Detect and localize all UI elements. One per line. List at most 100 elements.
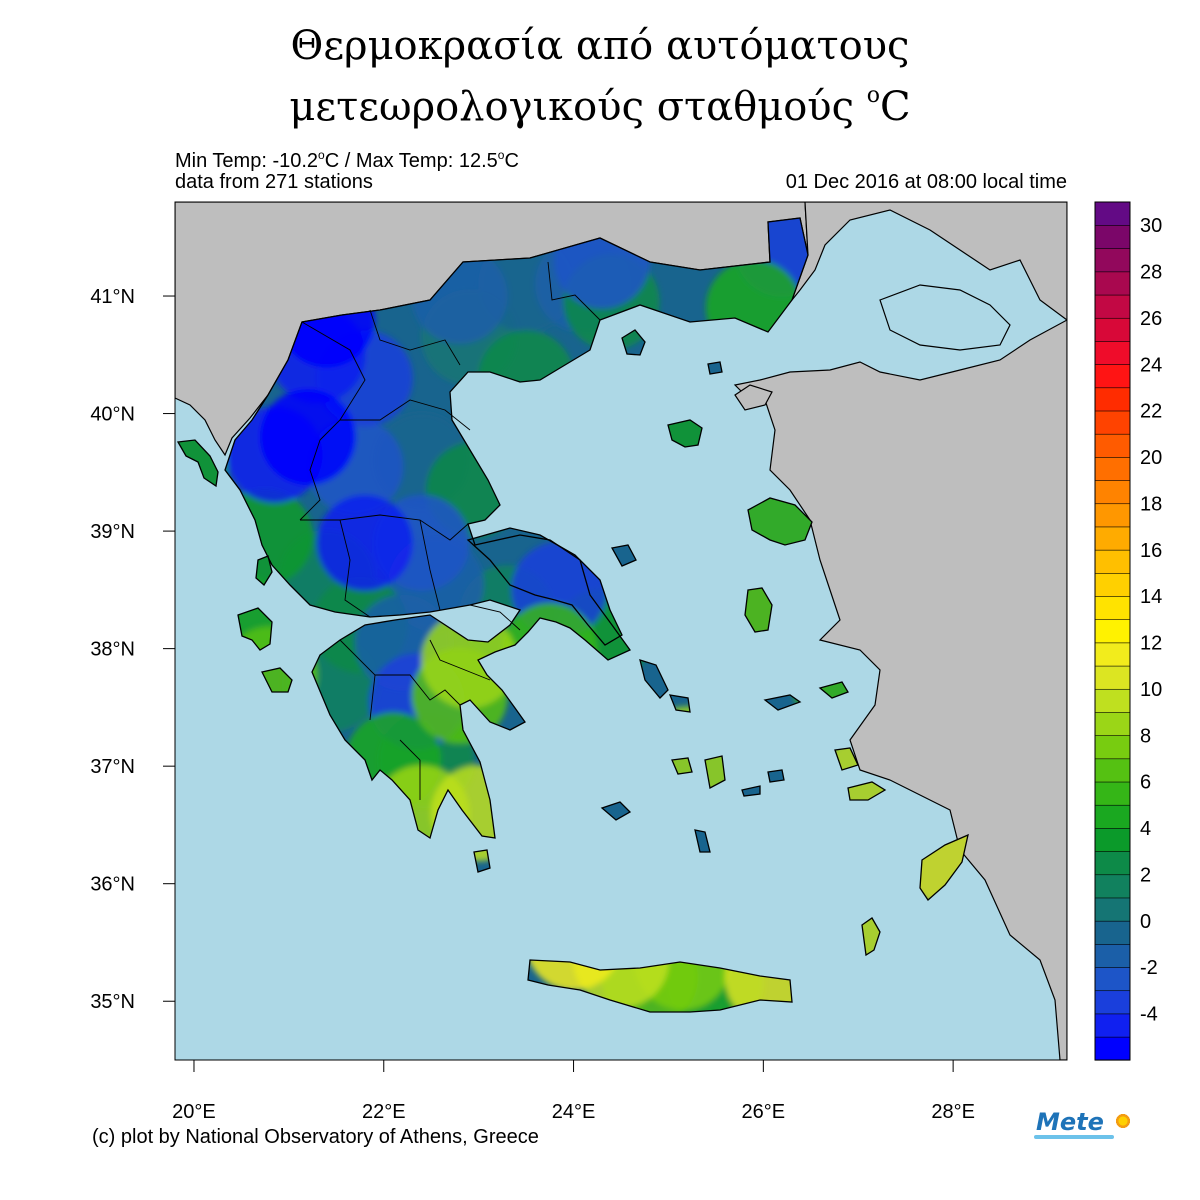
lat-tick-label: 35°N [90,991,135,1013]
colorbar-tick-label: -4 [1140,1004,1158,1026]
lon-tick-label: 24°E [552,1101,596,1123]
colorbar-segment [1094,410,1131,435]
boundary-arcadia [375,674,461,706]
colorbar-tick-label: 14 [1140,586,1162,608]
colorbar-tick-label: 8 [1140,725,1151,747]
colorbar-tick-label: 6 [1140,772,1151,794]
stats-degree-1: o [318,148,325,162]
colorbar-tick-label: 24 [1140,354,1162,376]
map-title-line1: Θερμοκρασία από αυτόματους [290,23,910,69]
colorbar-tick-label: 16 [1140,540,1162,562]
colorbar-segment [1094,1036,1131,1061]
boundary-thessaly-central-greece [300,514,469,541]
colorbar-segment [1094,549,1131,574]
colorbar-segment [1094,665,1131,690]
colorbar-tick-label: -2 [1140,957,1158,979]
stats-degree-2: o [497,148,505,162]
colorbar-segment [1094,387,1131,412]
colorbar-tick-label: 18 [1140,493,1162,515]
land-anatolia [733,319,1067,1060]
title-degree-symbol: o [866,83,880,108]
colorbar-segment [1094,897,1131,922]
colorbar-segment [1094,294,1131,319]
colorbar-tick-label: 20 [1140,447,1162,469]
colorbar-segment [1094,224,1131,249]
colorbar-segment [1094,572,1131,597]
colorbar-segment [1094,1013,1131,1038]
colorbar-segment [1094,317,1131,342]
observation-datetime: 01 Dec 2016 at 08:00 local time [785,171,1067,193]
neighbor-countries [175,202,1067,1060]
plot-credit: (c) plot by National Observatory of Athe… [92,1126,539,1148]
temperature-stats: Min Temp: -10.2oC / Max Temp: 12.5oC [175,143,519,173]
colorbar-segment [1094,595,1131,621]
map-frame [174,201,1068,1061]
station-count: data from 271 stations [175,171,373,193]
colorbar-segment [1094,827,1131,852]
colorbar-tick-label: 4 [1140,818,1151,840]
map-title-line2-text: μετεωρολογικούς σταθμούς [289,84,867,130]
lat-tick-label: 39°N [90,521,135,543]
lat-tick-label: 38°N [90,639,135,661]
lat-tick-label: 36°N [90,874,135,896]
stats-max: C / Max Temp: 12.5 [324,150,498,172]
lon-tick-label: 26°E [742,1101,786,1123]
boundary-argolida [429,639,491,681]
boundary-messinia [399,739,421,800]
lon-tick-label: 20°E [172,1101,216,1123]
boundary-east-west-macedonia [369,309,461,366]
colorbar-segment [1094,503,1131,528]
colorbar-segment [1094,456,1131,481]
colorbar-segment [1094,850,1131,876]
colorbar-segment [1094,920,1131,945]
lat-tick-label: 40°N [90,404,135,426]
colorbar-segment [1094,943,1131,968]
colorbar-frame [1094,201,1131,1061]
longitude-ticks: 20°E 22°E 24°E 26°E 28°E [172,1060,975,1123]
colorbar-tick-label: 2 [1140,864,1151,886]
boundary-epirus-macedonia [301,321,366,441]
colorbar-segment [1094,642,1131,667]
stats-min: Min Temp: -10.2 [175,150,319,172]
colorbar-segment [1094,758,1131,783]
colorbar-segment [1094,711,1131,736]
colorbar-segment [1094,781,1131,806]
colorbar-segment [1094,804,1131,829]
boundary-attica [469,604,521,631]
colorbar-segment [1094,433,1131,458]
sun-icon [1114,1112,1132,1130]
colorbar-segment [1094,248,1131,273]
colorbar-segment [1094,619,1131,644]
colorbar-segment [1094,271,1131,296]
colorbar-segment [1094,526,1131,551]
land-marmara-south [879,284,1011,351]
colorbar-tick-label: 12 [1140,633,1162,655]
colorbar-segment [1094,990,1131,1015]
map-title-line2: μετεωρολογικούς σταθμούς oC [0,72,1200,131]
colorbar-tick-label: 28 [1140,262,1162,284]
stats-unit: C [504,150,519,172]
colorbar-segment [1094,735,1131,760]
temperature-blob [316,494,413,591]
colorbar-segment [1094,874,1131,899]
colorbar-segment [1094,966,1131,992]
land-turkey-thrace [791,202,1067,321]
latitude-ticks: 35°N 36°N 37°N 38°N 39°N 40°N 41°N [90,286,175,1013]
meteo-logo-text: Mete [1036,1108,1104,1136]
colorbar-segment [1094,364,1131,389]
colorbar-tick-label: 30 [1140,215,1162,237]
boundary-fokida [419,519,441,611]
colorbar-tick-label: 10 [1140,679,1162,701]
meteo-logo: Mete [1030,1098,1150,1148]
colorbar-segment [1094,201,1131,226]
lat-tick-label: 41°N [90,286,135,308]
colorbar-tick-label: 26 [1140,308,1162,330]
lon-tick-label: 22°E [362,1101,406,1123]
temperature-blob [259,389,356,486]
title-unit: C [880,84,911,130]
regional-boundaries [299,261,601,800]
boundary-macedonia-thessaly [340,399,471,431]
land-gallipoli [734,384,773,411]
